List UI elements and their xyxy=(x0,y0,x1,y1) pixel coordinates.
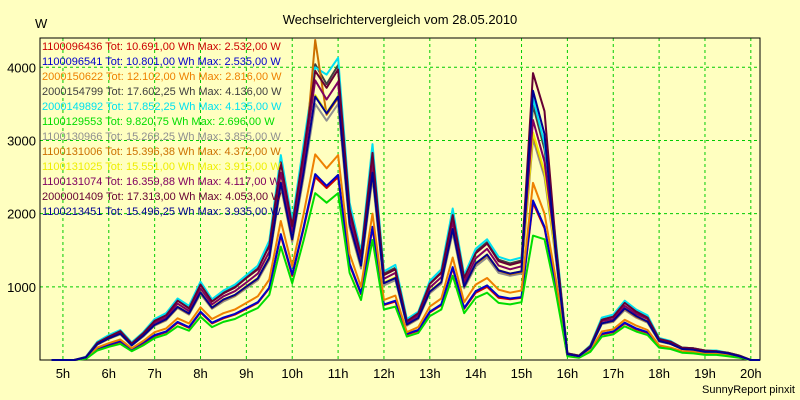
legend: 1100096436 Tot: 10.691,00 Wh Max: 2.532,… xyxy=(42,41,282,218)
legend-entry: 2000001409 Tot: 17.313,00 Wh Max: 4.053,… xyxy=(42,191,282,203)
legend-entry: 2000150622 Tot: 12.102,00 Wh Max: 2.816,… xyxy=(42,71,282,83)
series-line xyxy=(51,192,760,361)
legend-entry: 1100096541 Tot: 10.801,00 Wh Max: 2.535,… xyxy=(42,56,281,68)
series-line xyxy=(51,153,760,361)
x-tick-label: 19h xyxy=(694,366,716,381)
legend-entry: 1100129553 Tot: 9.820,75 Wh Max: 2.696,0… xyxy=(42,116,275,128)
x-tick-label: 7h xyxy=(147,366,161,381)
x-tick-label: 14h xyxy=(465,366,487,381)
legend-entry: 1100130966 Tot: 15.268,25 Wh Max: 3.855,… xyxy=(42,131,281,143)
series-line xyxy=(51,173,760,361)
y-tick-label: 1000 xyxy=(7,280,36,295)
x-tick-label: 8h xyxy=(193,366,207,381)
legend-entry: 2000149892 Tot: 17.852,25 Wh Max: 4.135,… xyxy=(42,101,282,113)
x-tick-label: 9h xyxy=(239,366,253,381)
legend-entry: 1100131074 Tot: 16.359,88 Wh Max: 4.117,… xyxy=(42,176,281,188)
y-tick-label: 3000 xyxy=(7,133,36,148)
series-line xyxy=(51,89,760,361)
x-tick-labels: 5h 6h 7h 8h 9h 10h 11h 12h 13h 14h 15h 16h 17h 18h 19h… xyxy=(56,366,762,381)
chart-title: Wechselrichtervergleich vom 28.05.2010 xyxy=(283,12,518,27)
x-tick-label: 13h xyxy=(419,366,441,381)
legend-entry: 2000154799 Tot: 17.602,25 Wh Max: 4.136,… xyxy=(42,86,282,98)
x-tick-label: 17h xyxy=(602,366,624,381)
y-tick-label: 4000 xyxy=(7,60,36,75)
y-axis-label: W xyxy=(35,16,48,31)
legend-entry: 1100131025 Tot: 15.551,00 Wh Max: 3.915,… xyxy=(42,161,281,173)
legend-entry: 1100213451 Tot: 15.496,25 Wh Max: 3.935,… xyxy=(42,206,281,218)
x-tick-label: 20h xyxy=(740,366,762,381)
legend-entry: 1100096436 Tot: 10.691,00 Wh Max: 2.532,… xyxy=(42,41,281,53)
x-tick-label: 6h xyxy=(102,366,116,381)
x-tick-label: 11h xyxy=(328,366,349,381)
y-tick-label: 2000 xyxy=(7,207,36,222)
x-tick-label: 15h xyxy=(511,366,533,381)
plot-frame xyxy=(39,37,761,361)
x-tick-label: 16h xyxy=(557,366,579,381)
x-tick-label: 5h xyxy=(56,366,70,381)
legend-entry: 1100131006 Tot: 15.396,38 Wh Max: 4.372,… xyxy=(42,146,281,158)
footer-credit: SunnyReport pinxit xyxy=(702,384,795,396)
x-tick-label: 12h xyxy=(373,366,395,381)
series-lines xyxy=(51,39,760,361)
x-tick-label: 18h xyxy=(648,366,670,381)
y-tick-labels: 1000 2000 3000 4000 xyxy=(7,60,36,295)
x-tick-label: 10h xyxy=(281,366,303,381)
